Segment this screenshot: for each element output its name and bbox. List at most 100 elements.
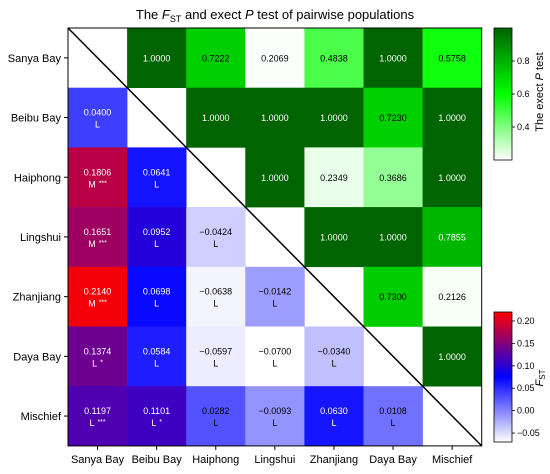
fst-cell-significance: *** bbox=[99, 240, 107, 247]
diagonal-line bbox=[67, 27, 483, 447]
ptest-cell bbox=[363, 28, 423, 88]
colorbar-fst-tick-label: 0.15 bbox=[517, 338, 535, 348]
fst-cell-category: L bbox=[213, 239, 218, 249]
colorbar-ptest-tick-label: 0.8 bbox=[517, 56, 530, 66]
fst-cell-category: L bbox=[331, 418, 336, 428]
fst-cell-category-letter: L bbox=[213, 418, 218, 428]
row-label: Zhanjiang bbox=[13, 292, 61, 304]
column-label: Daya Bay bbox=[369, 454, 417, 466]
fst-cell-significance: *** bbox=[99, 180, 107, 187]
ptest-cell-label: 0.7300 bbox=[379, 292, 407, 302]
fst-cell-category-letter: L bbox=[154, 299, 159, 309]
colorbar-fst-title-f: F bbox=[534, 378, 546, 386]
fst-cell bbox=[186, 207, 246, 268]
fst-cell bbox=[245, 326, 305, 387]
fst-cell-value: 0.0584 bbox=[143, 346, 171, 356]
fst-cell-value: 0.0108 bbox=[379, 406, 407, 416]
fst-cell bbox=[127, 266, 187, 327]
colorbar-ptest-bar bbox=[493, 27, 513, 161]
fst-cell bbox=[127, 386, 187, 447]
fst-cell-category-letter: L bbox=[151, 418, 156, 428]
fst-cell bbox=[245, 386, 305, 447]
fst-cell-value: 0.0282 bbox=[202, 406, 230, 416]
title-part-1: The bbox=[136, 7, 162, 22]
ptest-cell bbox=[304, 207, 364, 268]
fst-cell-value: −0.0093 bbox=[258, 406, 291, 416]
fst-cell bbox=[245, 266, 305, 327]
fst-cell bbox=[186, 266, 246, 327]
ptest-cell-label: 1.0000 bbox=[261, 173, 289, 183]
ptest-cell-label: 0.7855 bbox=[438, 232, 466, 242]
fst-cell-significance: *** bbox=[99, 300, 107, 307]
ptest-cell bbox=[363, 147, 423, 208]
fst-cell-category-letter: L bbox=[92, 358, 97, 368]
fst-cell bbox=[127, 207, 187, 268]
ptest-cell-label: 0.2349 bbox=[320, 173, 348, 183]
fst-cell-category-letter: M bbox=[88, 299, 96, 309]
fst-cell-category-letter: M bbox=[88, 239, 96, 249]
ptest-cell-label: 0.2126 bbox=[438, 292, 466, 302]
ptest-cell-label: 1.0000 bbox=[438, 173, 466, 183]
fst-cell-category-letter: L bbox=[272, 358, 277, 368]
fst-cell-category-letter: L bbox=[95, 120, 100, 130]
fst-cell bbox=[186, 326, 246, 387]
ptest-cell bbox=[422, 87, 482, 148]
row-label: Sanya Bay bbox=[8, 53, 62, 65]
column-label: Zhanjiang bbox=[310, 454, 358, 466]
ptest-cell-label: 1.0000 bbox=[143, 53, 171, 63]
fst-cell bbox=[304, 326, 364, 387]
fst-cell bbox=[68, 386, 128, 447]
colorbar-ptest-title-p: P bbox=[534, 72, 546, 80]
colorbar-ptest-title-suffix: test bbox=[534, 52, 546, 73]
fst-cell-category-letter: M bbox=[88, 179, 96, 189]
title-f-symbol: F bbox=[162, 7, 171, 22]
title-f-subscript: ST bbox=[170, 14, 182, 24]
fst-cell bbox=[68, 266, 128, 327]
fst-cell-category-letter: L bbox=[213, 358, 218, 368]
fst-cell-category-letter: L bbox=[213, 299, 218, 309]
column-label: Haiphong bbox=[192, 454, 239, 466]
colorbar-fst: −0.05 0.00 0.05 0.10 0.15 0.20 bbox=[493, 311, 540, 443]
fst-cell-value: 0.1197 bbox=[84, 406, 111, 416]
ptest-cell bbox=[245, 28, 305, 88]
column-label: Sanya Bay bbox=[71, 454, 125, 466]
colorbar-fst-title: FST bbox=[534, 369, 547, 386]
ptest-cell bbox=[422, 147, 482, 208]
chart-title: The FST and exect P test of pairwise pop… bbox=[136, 7, 415, 24]
fst-cell bbox=[304, 386, 364, 447]
row-label: Lingshui bbox=[20, 232, 61, 244]
ptest-cell bbox=[304, 147, 364, 208]
fst-cell-category: L bbox=[331, 358, 336, 368]
fst-cell-value: −0.0424 bbox=[199, 227, 232, 237]
fst-cell-value: 0.2140 bbox=[84, 287, 112, 297]
heatmap-cell-labels: 1.0000 0.7222 0.2069 0.4838 1.0000 0.5758 1.00… bbox=[84, 53, 466, 428]
ptest-cell bbox=[422, 326, 482, 387]
fst-cell-significance: * bbox=[159, 419, 162, 426]
ptest-cell bbox=[127, 28, 187, 88]
fst-cell-category: L bbox=[213, 418, 218, 428]
fst-cell-value: 0.1651 bbox=[84, 227, 112, 237]
fst-cell bbox=[186, 386, 246, 447]
ptest-cell-label: 1.0000 bbox=[261, 113, 289, 123]
fst-cell-category: L bbox=[154, 239, 159, 249]
ptest-cell-label: 0.7222 bbox=[202, 53, 230, 63]
fst-cell-value: −0.0638 bbox=[199, 287, 232, 297]
ptest-cell-label: 0.7230 bbox=[379, 113, 407, 123]
fst-cell bbox=[68, 87, 128, 148]
colorbar-ptest-tick-label: 0.4 bbox=[517, 122, 530, 132]
ptest-cell bbox=[186, 28, 246, 88]
fst-cell bbox=[127, 147, 187, 208]
fst-cell-value: −0.0142 bbox=[258, 287, 291, 297]
fst-cell-category: L * bbox=[151, 418, 162, 428]
ptest-cell bbox=[363, 87, 423, 148]
row-label: Haiphong bbox=[14, 172, 61, 184]
ptest-cell bbox=[304, 87, 364, 148]
ptest-cell bbox=[422, 28, 482, 88]
fst-cell bbox=[127, 326, 187, 387]
fst-cell-category: M *** bbox=[88, 239, 107, 249]
fst-cell-category: L bbox=[154, 179, 159, 189]
ptest-cell bbox=[304, 28, 364, 88]
fst-cell-category-letter: L bbox=[154, 239, 159, 249]
fst-cell-category: L bbox=[213, 358, 218, 368]
